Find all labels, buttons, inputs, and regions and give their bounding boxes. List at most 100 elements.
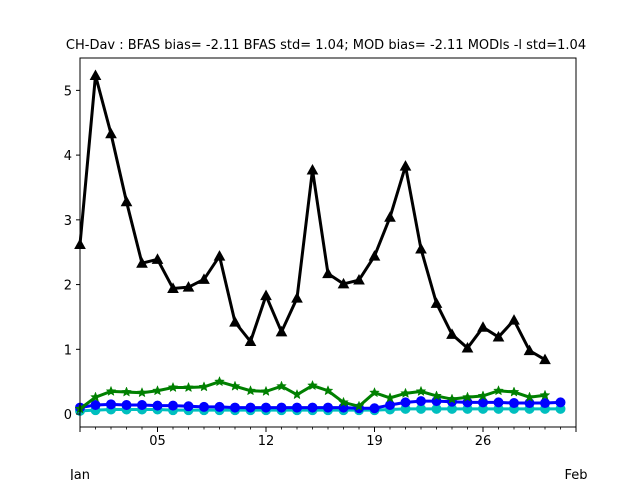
data-point (493, 385, 504, 396)
data-point (182, 281, 195, 292)
data-point (322, 385, 334, 396)
data-point (385, 399, 395, 410)
data-point (509, 398, 519, 409)
data-point (136, 257, 148, 268)
data-point (446, 393, 458, 404)
data-point (524, 391, 535, 402)
data-point (477, 390, 489, 401)
data-point (369, 403, 380, 414)
data-point (230, 402, 240, 413)
data-point (167, 381, 179, 393)
data-point (213, 250, 226, 261)
data-point (229, 316, 241, 327)
data-point (105, 127, 117, 139)
series-0-line (79, 407, 561, 413)
data-point (276, 402, 287, 413)
data-point (136, 387, 148, 398)
data-point (275, 325, 288, 337)
data-point (291, 388, 303, 400)
data-point (214, 376, 225, 387)
data-point (493, 397, 504, 408)
data-point (508, 314, 520, 325)
data-point (539, 389, 551, 400)
data-point (337, 277, 350, 289)
y-tick-label: 4 (64, 149, 72, 164)
data-point (540, 398, 550, 409)
data-point (121, 399, 132, 410)
data-point (461, 341, 474, 353)
data-point (245, 385, 256, 396)
data-point (152, 400, 163, 411)
data-point (261, 402, 271, 413)
plot-frame (79, 57, 577, 428)
data-point (307, 402, 318, 413)
y-tick-label: 5 (64, 84, 72, 99)
data-point (214, 401, 225, 412)
data-point (323, 402, 333, 413)
data-point (307, 379, 318, 391)
data-point (415, 385, 427, 396)
data-point (89, 69, 102, 80)
data-point (415, 242, 427, 254)
data-point (167, 282, 179, 293)
data-point (524, 398, 535, 409)
data-point (555, 397, 566, 408)
y-tick-label: 2 (64, 279, 72, 294)
y-tick-label: 3 (64, 214, 72, 229)
data-point (120, 195, 133, 207)
data-point (462, 391, 473, 402)
x-tick-label: 12 (258, 434, 275, 449)
data-point (137, 399, 147, 410)
data-point (260, 289, 272, 301)
y-tick-label: 1 (64, 343, 72, 358)
data-point (400, 397, 411, 408)
data-point (369, 387, 380, 398)
plot-area (74, 69, 566, 416)
series-1 (75, 396, 566, 414)
data-point (353, 274, 365, 285)
data-point (244, 335, 257, 347)
data-point (523, 344, 536, 356)
data-point (368, 250, 381, 261)
series-1-line (79, 399, 561, 410)
data-point (384, 211, 396, 222)
data-point (384, 392, 396, 403)
data-point (477, 321, 489, 332)
data-point (152, 385, 163, 396)
data-point (183, 401, 194, 412)
data-point (198, 381, 210, 392)
data-point (508, 386, 520, 397)
data-point (539, 353, 551, 365)
data-point (291, 292, 303, 303)
x-tick-label: 26 (475, 434, 492, 449)
data-point (199, 401, 209, 412)
data-point (306, 163, 319, 175)
x-tick-label: 19 (366, 434, 383, 449)
data-point (478, 397, 488, 408)
data-point (90, 391, 101, 402)
series-3-line (78, 75, 546, 361)
y-tick-label: 0 (64, 408, 72, 423)
data-point (400, 387, 411, 398)
data-point (431, 390, 442, 401)
data-point (121, 386, 132, 397)
data-point (399, 160, 412, 171)
data-point (430, 297, 443, 308)
data-point (292, 402, 302, 413)
data-point (151, 253, 164, 264)
x-tick-label: 05 (149, 434, 166, 449)
data-point (492, 330, 505, 342)
data-point (90, 399, 101, 410)
data-point (229, 380, 241, 391)
data-point (183, 381, 194, 393)
data-point (260, 385, 272, 396)
x-month-label: Jan (69, 468, 90, 480)
data-point (276, 380, 287, 391)
data-point (446, 328, 458, 339)
series-3 (74, 69, 551, 365)
x-month-label: Feb (564, 468, 587, 480)
series-2 (74, 376, 551, 414)
